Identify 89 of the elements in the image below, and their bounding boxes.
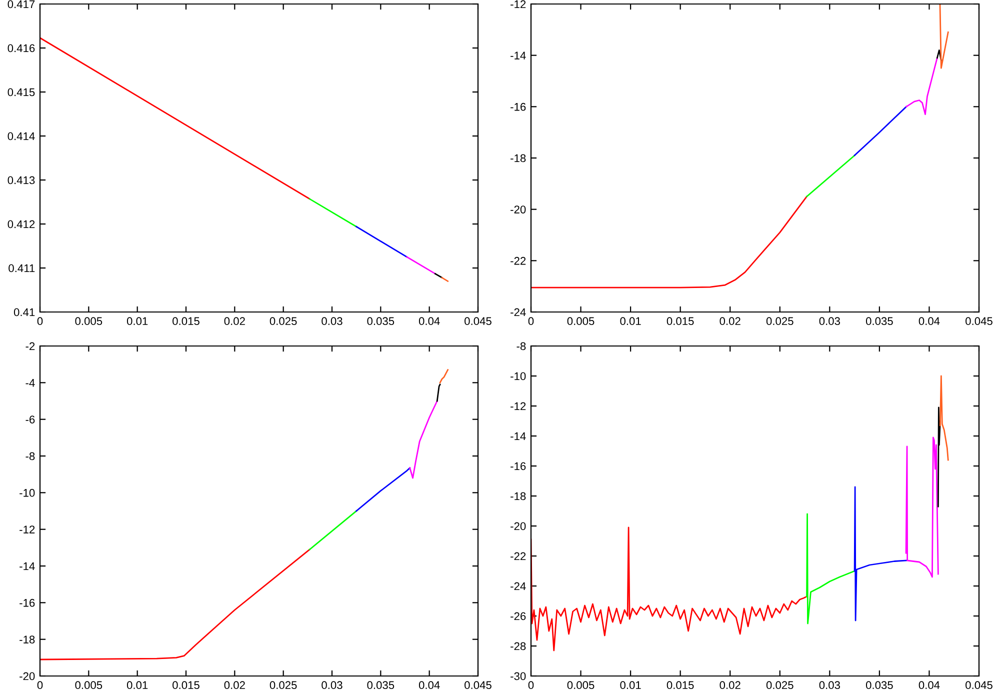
y-tick-label: -12 — [20, 526, 35, 534]
x-tick-label: 0.01 — [126, 317, 148, 326]
x-tick-label: 0.015 — [666, 317, 694, 326]
x-tick-label: 0.015 — [172, 681, 200, 690]
y-tick-label: -18 — [510, 154, 526, 162]
y-tick-label: -4 — [26, 379, 35, 387]
y-tick-label: -10 — [510, 372, 526, 380]
y-tick-label: 0.415 — [8, 88, 35, 96]
x-tick-label: 0.045 — [464, 681, 492, 690]
y-tick-label: -10 — [20, 488, 35, 497]
y-tick-label: -28 — [510, 642, 526, 650]
y-tick-label: -8 — [516, 342, 526, 350]
x-tick-label: 0 — [37, 317, 43, 326]
y-tick-label: -18 — [20, 636, 35, 644]
x-tick-label: 0.005 — [75, 317, 102, 326]
y-tick-label: -12 — [510, 402, 526, 410]
y-tick-label: -26 — [510, 612, 526, 620]
y-tick-label: -24 — [510, 308, 526, 316]
x-tick-label: 0.025 — [270, 681, 297, 690]
x-tick-label: 0.005 — [567, 681, 594, 690]
y-tick-label: -14 — [510, 52, 526, 60]
x-tick-label: 0.015 — [666, 681, 694, 690]
x-tick-label: 0.015 — [172, 317, 200, 326]
x-tick-label: 0.025 — [270, 317, 297, 326]
x-tick-label: 0.005 — [75, 681, 102, 690]
x-tick-label: 0.045 — [966, 681, 992, 690]
x-tick-label: 0 — [528, 681, 534, 690]
line-series — [40, 548, 310, 660]
y-tick-label: -14 — [20, 562, 35, 570]
x-tick-label: 0.025 — [766, 681, 794, 690]
x-tick-label: 0.035 — [866, 317, 893, 326]
y-tick-label: 0.412 — [8, 220, 35, 228]
x-tick-label: 0.035 — [866, 681, 893, 690]
y-tick-label: -14 — [510, 432, 526, 440]
line-series — [854, 486, 908, 622]
x-tick-label: 0.02 — [720, 681, 740, 690]
x-tick-label: 0.045 — [966, 317, 992, 326]
x-tick-label: 0.045 — [464, 317, 492, 326]
line-series — [806, 513, 856, 624]
x-tick-label: 0.03 — [322, 317, 342, 326]
y-tick-label: -2 — [26, 342, 35, 350]
y-tick-label: 0.411 — [8, 264, 35, 272]
y-tick-label: -8 — [26, 452, 35, 460]
x-tick-label: 0.03 — [819, 317, 840, 326]
x-tick-label: 0.035 — [367, 681, 394, 690]
line-series — [939, 375, 949, 461]
x-tick-label: 0.02 — [224, 681, 245, 690]
x-tick-label: 0.02 — [720, 317, 740, 326]
y-tick-label: -20 — [20, 672, 35, 680]
line-series — [937, 406, 941, 508]
y-tick-label: -22 — [510, 552, 526, 560]
x-tick-label: 0.005 — [567, 317, 594, 326]
x-tick-label: 0.025 — [766, 317, 794, 326]
y-tick-label: -22 — [510, 256, 526, 265]
x-tick-label: 0.04 — [418, 317, 440, 326]
y-tick-label: -16 — [510, 462, 526, 470]
x-tick-label: 0.035 — [367, 317, 394, 326]
x-tick-label: 0.04 — [918, 317, 940, 326]
line-series — [905, 436, 939, 578]
y-tick-label: -24 — [510, 582, 526, 590]
x-tick-label: 0.01 — [620, 681, 641, 690]
line-series — [439, 369, 449, 384]
y-tick-label: -30 — [510, 672, 526, 680]
line-series — [531, 196, 808, 288]
y-tick-label: -20 — [510, 206, 526, 214]
x-tick-label: 0.03 — [819, 681, 840, 690]
x-tick-label: 0.04 — [418, 681, 440, 690]
x-tick-label: 0.01 — [620, 317, 641, 326]
x-tick-label: 0 — [528, 317, 534, 326]
x-tick-label: 0.01 — [126, 681, 148, 690]
y-tick-label: -12 — [510, 0, 526, 8]
y-tick-label: 0.413 — [8, 176, 35, 184]
y-tick-label: 0.417 — [8, 0, 35, 8]
x-tick-label: 0 — [37, 681, 43, 690]
y-tick-label: -16 — [510, 102, 526, 111]
line-series — [356, 467, 411, 512]
y-tick-label: -18 — [510, 492, 526, 500]
x-tick-label: 0.03 — [322, 681, 342, 690]
y-tick-label: 0.414 — [8, 132, 35, 140]
line-series — [409, 400, 438, 479]
y-tick-label: 0.416 — [8, 44, 35, 52]
line-series — [906, 57, 938, 116]
y-tick-label: -20 — [510, 522, 526, 530]
y-tick-label: 0.41 — [14, 308, 35, 316]
x-tick-label: 0.04 — [918, 681, 940, 690]
x-tick-label: 0.02 — [224, 317, 245, 326]
line-series — [531, 526, 808, 652]
y-tick-label: -6 — [26, 416, 35, 424]
y-tick-label: -16 — [20, 598, 35, 607]
